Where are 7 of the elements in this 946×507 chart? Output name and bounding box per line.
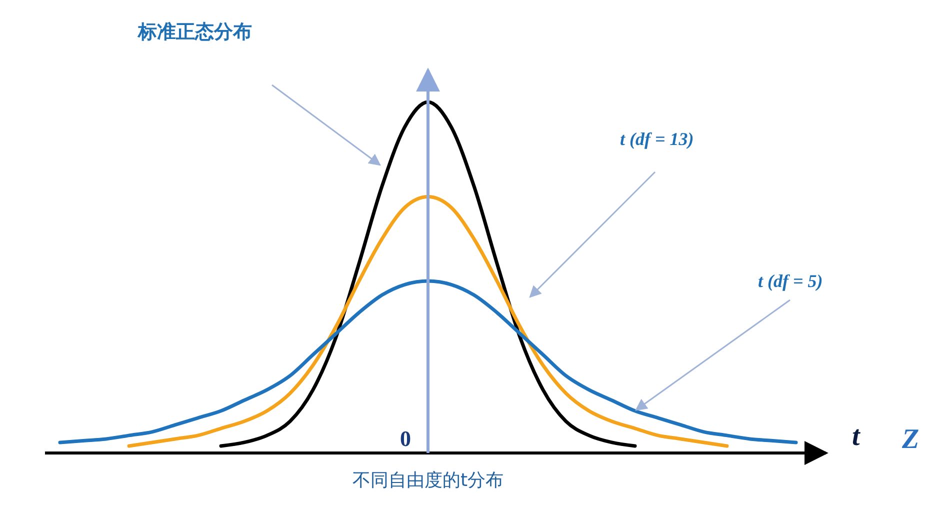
text: 标准正态分布 (137, 21, 252, 43)
annotation: 0 (400, 426, 411, 451)
x-axis-title: 不同自由度的t分布 (352, 470, 504, 491)
text: Z (901, 424, 920, 455)
text: t (852, 421, 861, 452)
annotation: t (df = 13) (620, 129, 694, 149)
annotation: t (df = 5) (758, 271, 823, 291)
